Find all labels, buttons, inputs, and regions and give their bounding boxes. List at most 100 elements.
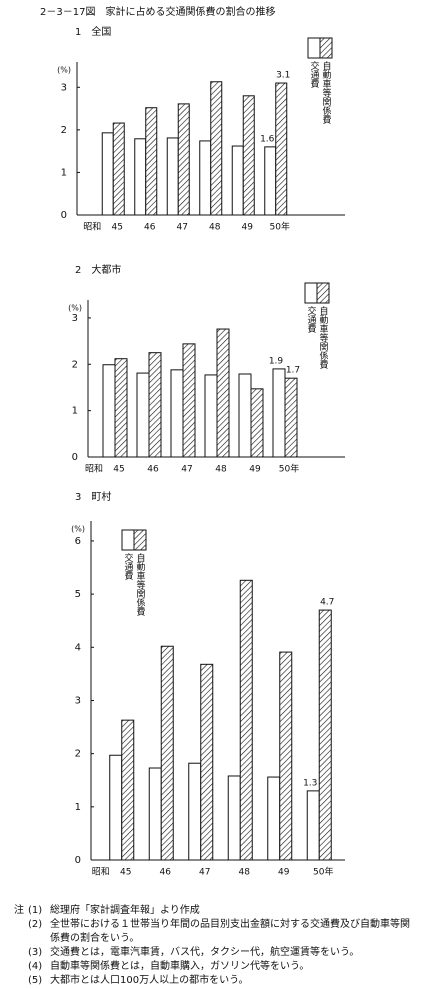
chart-title: 3 町村 — [75, 490, 111, 503]
legend-label: 自動車等関係費 — [321, 60, 332, 125]
note-num: (4) — [28, 961, 43, 972]
bar — [134, 138, 147, 216]
y-tick-label: 2 — [75, 749, 81, 760]
y-tick-label: 1 — [75, 802, 81, 813]
x-tick-label: 49 — [242, 223, 254, 233]
legend-label: 交通費 — [123, 552, 134, 581]
note: (5) 大都市とは人口100万人以上の都市をいう。 — [14, 974, 414, 988]
x-tick-label: 50年 — [313, 866, 333, 878]
y-tick-label: 1 — [72, 406, 78, 417]
bar — [318, 609, 332, 861]
x-tick-label: 46 — [160, 868, 172, 878]
legend-label: 自動車等関係費 — [135, 552, 146, 617]
y-tick-label: 1 — [61, 167, 67, 178]
note-txt: 総理府「家計調査年報」より作成 — [50, 905, 200, 916]
value-label: 1.6 — [260, 134, 275, 144]
note-num: (1) — [28, 905, 43, 916]
note-lab — [14, 946, 28, 960]
note-lab — [14, 974, 28, 988]
bar — [148, 352, 162, 458]
era-label: 昭和 — [83, 222, 101, 233]
bar — [264, 146, 277, 216]
x-tick-label: 47 — [177, 223, 188, 233]
x-tick-label: 48 — [209, 223, 221, 233]
legend-label: 自動車等関係費 — [318, 305, 329, 370]
bar — [102, 364, 116, 458]
bar — [239, 579, 253, 861]
chart-title: 2 大都市 — [75, 263, 121, 276]
x-tick-label: 47 — [199, 868, 210, 878]
bar — [136, 372, 150, 458]
bar — [242, 95, 255, 216]
bar — [204, 374, 218, 458]
legend-label: 交通費 — [309, 60, 320, 89]
bar — [160, 645, 174, 861]
bar — [166, 137, 179, 216]
legend-swatch — [307, 37, 321, 59]
x-tick-label: 48 — [239, 868, 251, 878]
y-axis-label: (%) — [68, 304, 82, 313]
legend-swatch — [319, 37, 333, 59]
legend-swatch — [121, 529, 135, 551]
x-tick-label: 49 — [278, 868, 290, 878]
value-label: 1.3 — [303, 778, 317, 788]
x-tick-label: 46 — [144, 223, 156, 233]
x-tick-label: 50年 — [270, 221, 290, 233]
note-num: (5) — [28, 975, 43, 986]
bar — [275, 82, 288, 216]
legend-swatch — [316, 282, 330, 304]
y-axis-label: (%) — [71, 525, 85, 534]
figure-title: 2－3－17図 家計に占める交通関係費の割合の推移 — [40, 5, 275, 18]
bar — [114, 358, 128, 458]
note-num: (3) — [28, 947, 43, 958]
value-label: 3.1 — [276, 71, 290, 81]
note-txt: 全世帯における１世帯当り年間の品目別支出金額に対する交通費及び自動車等関係費の割… — [50, 919, 410, 944]
x-tick-label: 47 — [181, 465, 192, 475]
bar — [145, 107, 158, 216]
value-label: 1.7 — [286, 366, 300, 376]
y-tick-label: 2 — [72, 359, 78, 370]
note-lab — [14, 960, 28, 974]
x-tick-label: 49 — [249, 465, 261, 475]
note-lab — [14, 918, 28, 946]
legend-swatch — [133, 529, 147, 551]
bar — [216, 328, 230, 458]
x-tick-label: 45 — [112, 223, 123, 233]
note: (2) 全世帯における１世帯当り年間の品目別支出金額に対する交通費及び自動車等関係… — [14, 918, 414, 946]
x-tick-label: 46 — [147, 465, 159, 475]
bar — [250, 388, 264, 458]
bar — [101, 132, 114, 216]
y-tick-label: 3 — [61, 82, 67, 93]
bar — [279, 651, 293, 861]
era-label: 昭和 — [85, 464, 103, 475]
y-axis-label: (%) — [57, 66, 71, 75]
note-lab: 注 — [14, 905, 24, 916]
y-tick-label: 6 — [75, 536, 81, 547]
bar — [148, 767, 162, 861]
bar — [238, 373, 252, 458]
y-tick-label: 4 — [75, 642, 81, 653]
figure: 2－3－17図 家計に占める交通関係費の割合の推移 1 全国(%)012345昭… — [40, 5, 345, 878]
legend-swatch — [304, 282, 318, 304]
x-tick-label: 50年 — [279, 463, 299, 475]
y-tick-label: 3 — [72, 313, 78, 324]
value-label: 1.9 — [269, 356, 284, 366]
bar — [199, 140, 212, 216]
bar — [121, 719, 135, 861]
bar — [272, 368, 286, 458]
value-label: 4.7 — [320, 598, 334, 608]
note: (4) 自動車等関係費とは，自動車購入，ガソリン代等をいう。 — [14, 960, 414, 974]
era-label: 昭和 — [92, 867, 110, 878]
note: (3) 交通費とは，電車汽車賃，バス代，タクシー代，航空運賃等をいう。 — [14, 946, 414, 960]
notes: 注 (1) 総理府「家計調査年報」より作成 (2) 全世帯における１世帯当り年間の品目別… — [14, 904, 414, 988]
note: 注 (1) 総理府「家計調査年報」より作成 — [14, 904, 414, 918]
y-tick-label: 2 — [61, 125, 67, 136]
bar — [109, 754, 123, 861]
bar — [227, 775, 241, 861]
bar — [188, 762, 202, 861]
bar — [210, 81, 223, 216]
bar — [177, 103, 190, 216]
bar — [306, 790, 320, 861]
chart-title: 1 全国 — [75, 25, 111, 38]
